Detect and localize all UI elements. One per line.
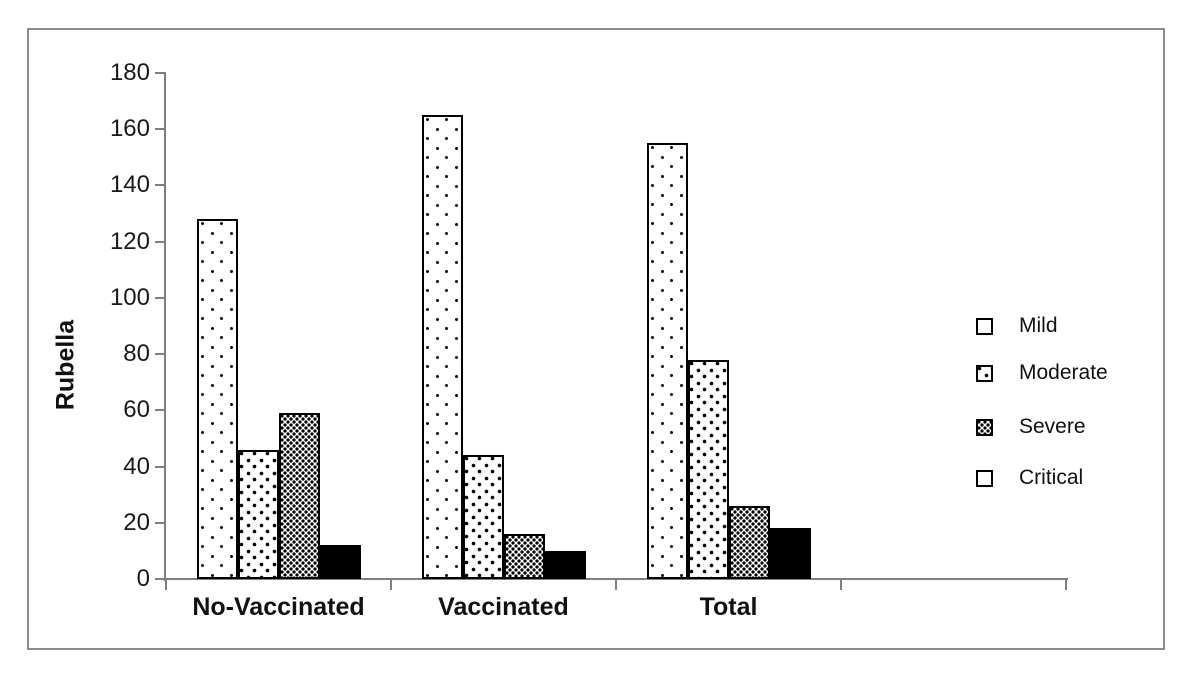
x-tick [840, 580, 842, 590]
y-tick [155, 296, 164, 299]
legend-swatch-mild [976, 317, 993, 335]
bar-severe-total [728, 505, 770, 579]
legend-label-moderate: Moderate [1019, 361, 1108, 384]
legend-item-severe: Severe [976, 415, 1086, 439]
x-tick [165, 580, 167, 590]
x-tick [1065, 580, 1067, 590]
y-tick [155, 184, 164, 187]
bar-mild-no-vaccinated [196, 219, 238, 579]
y-tick-label: 180 [109, 59, 150, 86]
y-tick [155, 72, 164, 74]
y-tick [155, 465, 164, 468]
bar-severe-vaccinated [503, 534, 545, 579]
legend-label-mild: Mild [1019, 314, 1058, 337]
y-tick [155, 128, 164, 131]
y-tick-label: 60 [123, 396, 150, 424]
bar-moderate-no-vaccinated [237, 449, 279, 579]
x-tick [615, 580, 617, 590]
y-tick [155, 353, 164, 356]
y-tick [155, 409, 164, 412]
y-tick-label: 160 [109, 115, 150, 143]
y-tick [155, 578, 164, 580]
legend-swatch-critical [976, 469, 993, 487]
bar-critical-vaccinated [544, 550, 586, 579]
legend-item-moderate: Moderate [976, 361, 1108, 385]
legend-item-critical: Critical [976, 466, 1083, 490]
bar-moderate-total [687, 359, 729, 579]
y-tick [155, 521, 164, 524]
y-axis-line [164, 72, 166, 581]
y-tick-label: 20 [123, 508, 150, 536]
legend-swatch-severe [976, 418, 993, 436]
legend-item-mild: Mild [976, 314, 1058, 338]
y-tick-label: 140 [109, 171, 150, 199]
bar-mild-vaccinated [421, 115, 463, 579]
x-category-label-vaccinated: Vaccinated [438, 593, 569, 621]
bar-critical-total [769, 528, 811, 579]
bar-moderate-vaccinated [462, 455, 504, 579]
bar-severe-no-vaccinated [278, 413, 320, 579]
y-tick-label: 80 [123, 340, 150, 368]
x-tick [390, 580, 392, 590]
y-tick-label: 40 [123, 452, 150, 480]
legend-label-critical: Critical [1019, 466, 1084, 489]
y-tick-label: 100 [109, 283, 150, 311]
y-tick [155, 240, 164, 243]
y-tick-label: 120 [109, 227, 150, 255]
bar-critical-no-vaccinated [319, 545, 361, 579]
x-category-label-total: Total [699, 593, 758, 621]
legend-swatch-moderate [976, 364, 993, 382]
legend-label-severe: Severe [1019, 415, 1086, 438]
bar-mild-total [646, 143, 688, 579]
x-category-label-no-vaccinated: No-Vaccinated [192, 593, 365, 621]
y-axis-title: Rubella [51, 319, 80, 411]
x-axis-line [164, 578, 1068, 580]
y-tick-label: 0 [136, 565, 150, 592]
